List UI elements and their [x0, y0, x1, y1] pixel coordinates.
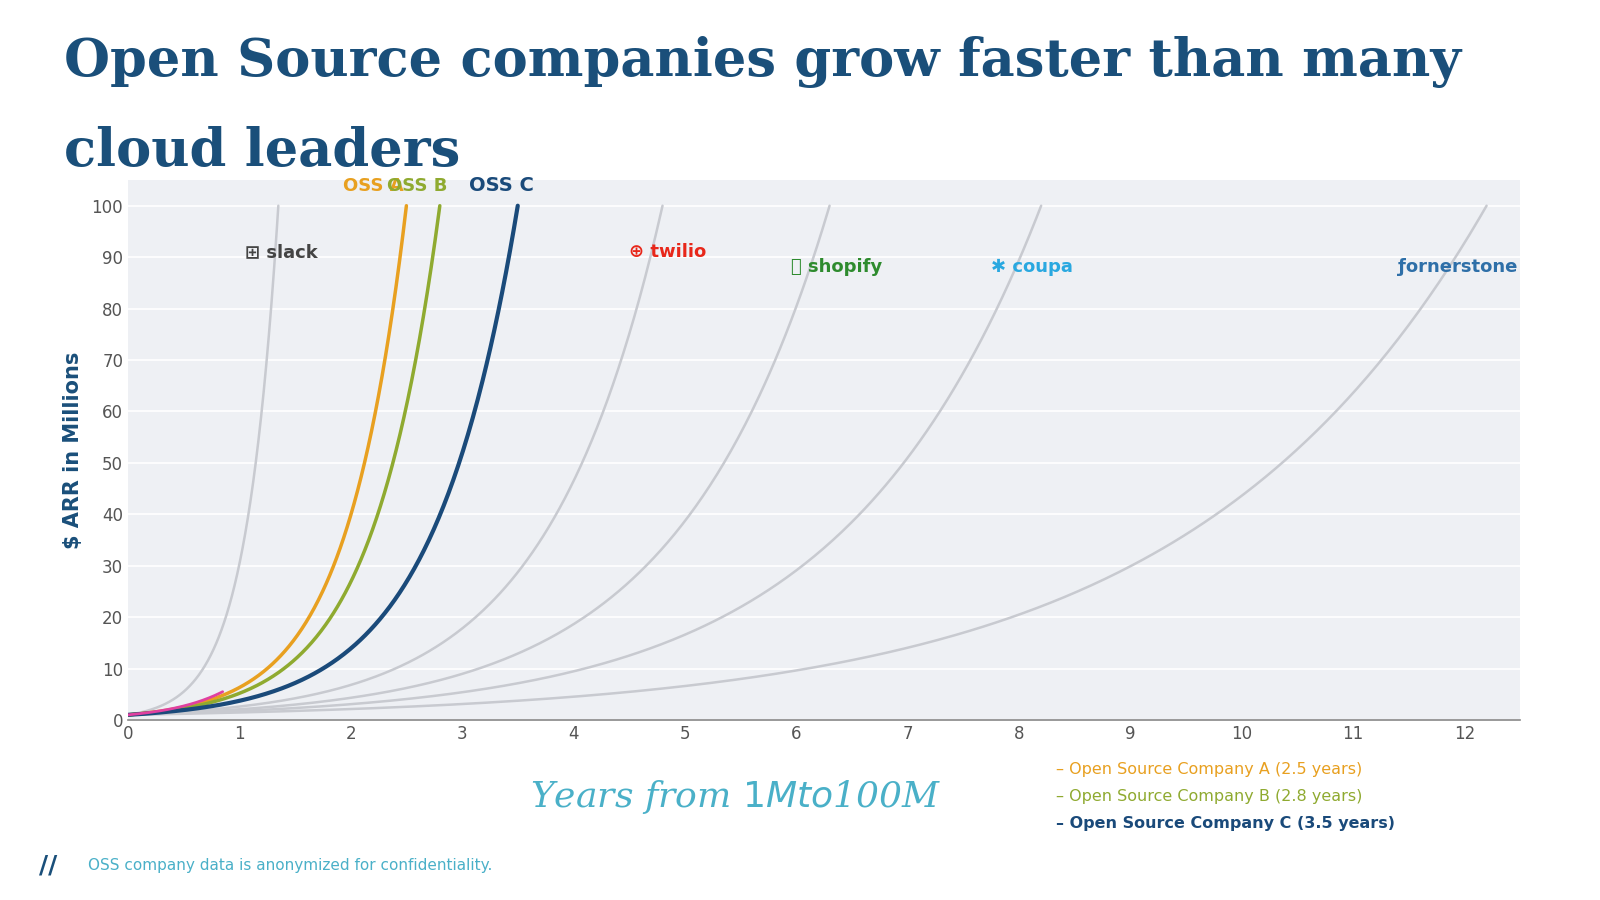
Text: – Open Source Company B (2.8 years): – Open Source Company B (2.8 years)	[1056, 789, 1362, 804]
Text: Open Source companies grow faster than many: Open Source companies grow faster than m…	[64, 36, 1461, 88]
Text: Ⓢ shopify: Ⓢ shopify	[790, 258, 882, 276]
Text: ƒornerstone: ƒornerstone	[1397, 258, 1517, 276]
Text: – Open Source Company A (2.5 years): – Open Source Company A (2.5 years)	[1056, 762, 1362, 777]
Text: OSS company data is anonymized for confidentiality.: OSS company data is anonymized for confi…	[88, 859, 493, 873]
Text: ⊕ twilio: ⊕ twilio	[629, 243, 706, 261]
Text: OSS A: OSS A	[342, 177, 403, 195]
Text: cloud leaders: cloud leaders	[64, 126, 461, 177]
Text: Years from $1M to $100M: Years from $1M to $100M	[530, 778, 942, 815]
Y-axis label: $ ARR in Millions: $ ARR in Millions	[62, 351, 83, 549]
Text: ✱ coupa: ✱ coupa	[990, 258, 1074, 276]
Text: //: //	[38, 854, 58, 877]
Text: OSS C: OSS C	[469, 176, 533, 195]
Text: OSS B: OSS B	[387, 177, 448, 195]
Text: – Open Source Company C (3.5 years): – Open Source Company C (3.5 years)	[1056, 816, 1395, 831]
Text: ⊞ slack: ⊞ slack	[245, 243, 318, 261]
